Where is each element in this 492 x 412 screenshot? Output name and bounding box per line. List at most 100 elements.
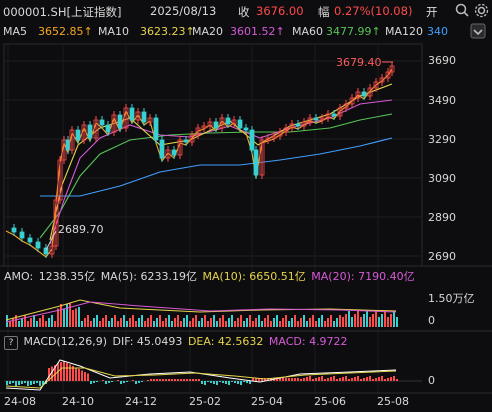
volume-bar [117, 321, 119, 327]
candle-body [253, 149, 259, 176]
macd-axis-zero: 0 [428, 374, 435, 387]
settings-icon[interactable] [474, 3, 489, 21]
volume-bar [342, 317, 344, 327]
volume-bar [171, 321, 173, 327]
volume-bar [393, 311, 395, 327]
help-icon[interactable]: ? [4, 336, 18, 350]
macd-bar [135, 381, 137, 384]
volume-bar [114, 315, 116, 327]
volume-bar [39, 318, 41, 327]
search-icon[interactable] [455, 3, 469, 20]
close-label: 收 [238, 5, 250, 19]
macd-bar [231, 381, 233, 382]
volume-bar [312, 315, 314, 327]
macd-bar [387, 378, 389, 381]
expand-icon[interactable] [470, 23, 486, 42]
macd-bar [204, 381, 206, 385]
macd-bar [240, 381, 242, 385]
volume-bar [87, 315, 89, 327]
volume-bar [351, 317, 353, 327]
candle-body [69, 129, 75, 151]
candle-body [307, 117, 313, 123]
volume-bar [48, 318, 50, 327]
candle-body [225, 117, 231, 125]
macd-bar [339, 378, 341, 381]
volume-bar [246, 318, 248, 327]
macd-bar [384, 379, 386, 381]
macd-bar [75, 367, 77, 381]
macd-bar [303, 378, 305, 381]
volume-bar [6, 315, 8, 327]
volume-bar [321, 315, 323, 327]
macd-bar [21, 381, 23, 384]
ma5-line [5, 68, 393, 258]
volume-bar [333, 321, 335, 327]
date-axis-label: 25-02 [189, 395, 221, 408]
macd-bar [285, 378, 287, 381]
candle-body [213, 121, 219, 129]
macd-bar [42, 381, 44, 385]
volume-bar [285, 315, 287, 327]
macd-bar [360, 379, 362, 381]
macd-bar [186, 379, 188, 381]
volume-bar [30, 318, 32, 327]
candle-body [379, 77, 385, 83]
macd-bar [132, 380, 134, 381]
macd-bar [351, 378, 353, 381]
macd-bar [138, 381, 140, 383]
volume-bar [90, 321, 92, 327]
volume-bar [201, 318, 203, 327]
ma120-value: 340 [427, 25, 448, 38]
volume-bar [63, 308, 65, 327]
ma5-value: 3652.85↑ [38, 25, 93, 38]
macd-legend: ? MACD(12,26,9) DIF: 45.0493 DEA: 42.563… [4, 335, 350, 350]
volume-bar [174, 318, 176, 327]
volume-bar [255, 318, 257, 327]
volume-bar [75, 308, 77, 327]
volume-bar [18, 321, 20, 327]
macd-bar [195, 379, 197, 381]
candle-body [349, 97, 355, 105]
macd-bar [36, 381, 38, 383]
candle-body [277, 131, 283, 137]
volume-ma20-line [5, 301, 397, 323]
volume-bar [204, 315, 206, 327]
candle-body [177, 139, 183, 156]
macd-bar [6, 381, 8, 385]
volume-bar [129, 318, 131, 327]
candle-body [19, 231, 25, 239]
volume-bar [228, 318, 230, 327]
high-price-annotation: 3679.40 [336, 56, 382, 69]
macd-bar [66, 363, 68, 381]
macd-bar [189, 379, 191, 381]
candle-body [373, 81, 379, 89]
volume-bar [195, 315, 197, 327]
macd-bar [381, 376, 383, 381]
macd-bar [234, 381, 236, 383]
macd-bar [276, 378, 278, 381]
macd-bar [207, 381, 209, 382]
volume-bar [324, 321, 326, 327]
candle-body [123, 107, 129, 129]
volume-bar [105, 315, 107, 327]
macd-bar [30, 381, 32, 385]
volume-bar [177, 315, 179, 327]
symbol-label[interactable]: 000001.SH[上证指数] [3, 5, 122, 19]
candle-body [389, 65, 395, 73]
macd-bar [147, 380, 149, 381]
candle-body [231, 119, 237, 125]
ma10-name: MA10 [98, 25, 130, 38]
volume-bar [288, 321, 290, 327]
volume-bar [162, 321, 164, 327]
macd-bar [213, 381, 215, 384]
volume-bar [264, 318, 266, 327]
volume-bar [375, 311, 377, 327]
candle-body [153, 117, 159, 141]
macd-bar [258, 378, 260, 381]
macd-bar [9, 381, 11, 384]
volume-bar [261, 321, 263, 327]
volume-bar [369, 317, 371, 327]
quote-header: 000001.SH[上证指数] 2025/08/13 收 3676.00 幅 0… [0, 0, 492, 22]
volume-bar [198, 321, 200, 327]
